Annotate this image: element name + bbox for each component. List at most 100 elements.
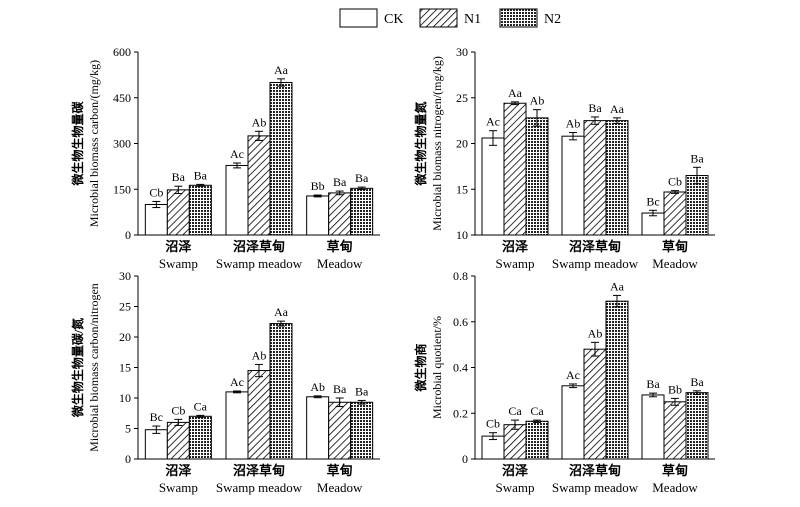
bar-n1 [583, 348, 607, 460]
y-tick-label: 15 [119, 361, 131, 375]
legend-swatch-n1 [419, 8, 458, 28]
y-tick-label: 25 [119, 300, 131, 314]
x-category-label-cn: 沼泽草甸 [569, 463, 621, 478]
significance-label: Ab [566, 117, 581, 131]
x-category-label-cn: 沼泽草甸 [233, 239, 285, 254]
chart-panel-2: 10 15 20 25 30 微生物生物量氮 Microbial biomass nitro… [413, 45, 715, 271]
x-category-label-en: Meadow [317, 256, 363, 271]
significance-label: Ca [508, 404, 522, 418]
x-category-label-cn: 沼泽草甸 [233, 463, 285, 478]
significance-label: Ba [690, 375, 704, 389]
significance-label: Ba [333, 175, 347, 189]
x-category-label-cn: 草甸 [327, 463, 353, 478]
x-category-label-en: Swamp [496, 480, 535, 495]
bar-ck [225, 391, 249, 460]
bar-n2 [350, 401, 374, 460]
legend-item-n1: N1 [419, 8, 481, 28]
y-tick-label: 450 [113, 91, 131, 105]
y-axis-label-en: Microbial biomass carbon/nitrogen [87, 283, 101, 452]
x-category-label-cn: 沼泽 [502, 463, 529, 478]
bar-n1 [583, 120, 607, 236]
x-category-label-cn: 草甸 [662, 463, 688, 478]
bar-n1 [503, 424, 527, 460]
legend-swatch-n2 [499, 8, 538, 28]
significance-label: Aa [274, 63, 289, 77]
bar-n1 [328, 401, 352, 460]
bar-n2 [188, 415, 212, 460]
significance-label: Ca [530, 404, 544, 418]
y-tick-label: 0 [125, 228, 131, 242]
bar-n2 [188, 184, 212, 236]
bar-n1 [503, 102, 527, 236]
significance-label: Ca [194, 399, 208, 413]
chart-panel-3: 0 5 10 15 20 25 30 微生物生物量碳/氮 Microbial biomass c… [70, 269, 380, 495]
bar-n2 [525, 117, 549, 236]
bar-n2 [605, 300, 629, 460]
x-category-label-cn: 草甸 [327, 239, 353, 254]
x-category-label-cn: 草甸 [662, 239, 688, 254]
significance-label: Ac [486, 115, 500, 129]
significance-label: Aa [508, 86, 523, 100]
bar-n1 [328, 192, 352, 236]
y-tick-label: 10 [456, 228, 468, 242]
y-tick-label: 10 [119, 391, 131, 405]
y-tick-label: 0.4 [453, 361, 468, 375]
y-tick-label: 0.6 [453, 315, 468, 329]
x-category-label-en: Swamp meadow [552, 480, 639, 495]
significance-label: Cb [149, 185, 163, 199]
x-category-label-cn: 沼泽草甸 [569, 239, 621, 254]
significance-label: Ab [252, 115, 267, 129]
y-axis-label-en: Microbial quotient/% [430, 316, 444, 419]
legend-item-n2: N2 [499, 8, 561, 28]
bar-n2 [269, 82, 293, 236]
y-tick-label: 300 [113, 137, 131, 151]
y-axis-label-cn: 微生物生物量氮 [413, 101, 428, 186]
significance-label: Ba [194, 168, 208, 182]
chart-panel-1: 0 150 300 450 600 微生物生物量碳 Microbial biomass ca… [70, 45, 380, 271]
bar-ck [561, 135, 585, 236]
x-category-label-en: Meadow [652, 480, 698, 495]
legend-label-ck: CK [384, 12, 403, 27]
legend: CK N1 N2 [339, 8, 561, 28]
x-category-label-en: Swamp meadow [552, 256, 639, 271]
legend-swatch-ck [339, 8, 378, 28]
bar-ck [225, 164, 249, 236]
bar-ck [561, 385, 585, 460]
significance-label: Ba [690, 151, 704, 165]
bar-n1 [663, 191, 687, 236]
x-category-label-en: Swamp [496, 256, 535, 271]
significance-label: Aa [610, 102, 625, 116]
y-tick-label: 0.8 [453, 269, 468, 283]
bar-n2 [269, 323, 293, 460]
y-tick-label: 0 [125, 452, 131, 466]
significance-label: Bc [646, 194, 659, 208]
y-tick-label: 30 [456, 45, 468, 59]
legend-item-ck: CK [339, 8, 403, 28]
significance-label: Bc [150, 410, 163, 424]
significance-label: Bb [668, 382, 682, 396]
bar-ck [481, 137, 505, 236]
y-tick-label: 5 [125, 422, 131, 436]
bar-n2 [685, 175, 709, 236]
x-category-label-en: Swamp meadow [216, 480, 303, 495]
y-axis-label-cn: 微生物生物量碳 [70, 101, 85, 187]
bar-n2 [525, 420, 549, 460]
bar-n2 [605, 120, 629, 236]
significance-label: Cb [486, 417, 500, 431]
x-category-label-cn: 沼泽 [502, 239, 529, 254]
legend-label-n2: N2 [544, 12, 561, 27]
significance-label: Ab [310, 380, 325, 394]
y-axis-label-en: Microbial biomass nitrogen/(mg/kg) [430, 56, 444, 231]
significance-label: Ba [333, 382, 347, 396]
significance-label: Ac [230, 375, 244, 389]
x-category-label-cn: 沼泽 [165, 239, 192, 254]
significance-label: Ac [230, 147, 244, 161]
bar-n2 [350, 187, 374, 236]
y-tick-label: 15 [456, 182, 468, 196]
y-tick-label: 20 [456, 137, 468, 151]
significance-label: Ba [355, 171, 369, 185]
x-category-label-en: Swamp [159, 480, 198, 495]
significance-label: Ab [252, 348, 267, 362]
bar-ck [144, 429, 168, 460]
